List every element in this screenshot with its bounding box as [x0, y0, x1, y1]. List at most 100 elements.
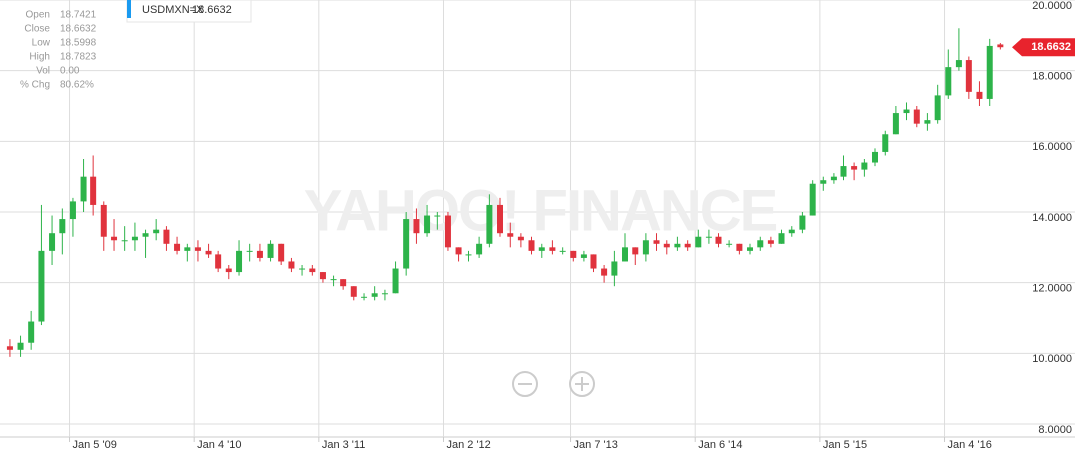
- candle-body: [403, 219, 410, 269]
- candle-body: [736, 243, 743, 251]
- candle-body: [17, 342, 24, 350]
- candle-body: [194, 247, 201, 251]
- candle-body: [986, 45, 993, 99]
- price-tag: 18.6632: [1012, 38, 1075, 57]
- candle-body: [381, 293, 388, 295]
- y-tick-label: 8.0000: [1038, 424, 1072, 436]
- x-tick-label: Jan 4 '10: [197, 439, 241, 451]
- candle-body: [830, 176, 837, 181]
- price-tag-shape: [1012, 38, 1075, 57]
- candle-body: [684, 243, 691, 248]
- candle-body: [184, 247, 191, 251]
- x-tick-label: Jan 6 '14: [698, 439, 742, 451]
- candle-body: [965, 60, 972, 92]
- candle-body: [788, 229, 795, 234]
- y-tick-label: 16.0000: [1032, 141, 1072, 153]
- candle-body: [69, 201, 76, 220]
- info-label: High: [29, 52, 50, 63]
- candle-body: [528, 240, 535, 251]
- candle-body: [549, 247, 556, 251]
- candle-body: [517, 236, 524, 241]
- info-label: % Chg: [20, 80, 50, 91]
- info-value: 18.5998: [60, 38, 97, 49]
- candle-body: [726, 243, 733, 245]
- x-tick-label: Jan 2 '12: [446, 439, 490, 451]
- candle-body: [924, 120, 931, 124]
- candle-body: [465, 254, 472, 256]
- candle-body: [632, 247, 639, 255]
- x-tick-label: Jan 5 '15: [823, 439, 867, 451]
- candle-body: [757, 240, 764, 248]
- candle-body: [100, 204, 107, 237]
- candle-body: [622, 247, 628, 262]
- candle-body: [976, 91, 983, 99]
- candle-body: [642, 240, 649, 255]
- candle-body: [674, 243, 681, 248]
- candle-body: [309, 268, 316, 273]
- candle-body: [350, 286, 357, 297]
- candle-body: [413, 219, 420, 234]
- candle-body: [236, 250, 243, 273]
- candle-body: [601, 268, 608, 276]
- candle-body: [580, 254, 587, 258]
- info-value: 0.00: [60, 66, 80, 77]
- candle-body: [163, 229, 170, 244]
- candle-body: [121, 240, 128, 242]
- candle-body: [267, 243, 274, 258]
- candle-body: [799, 215, 806, 230]
- info-label: Close: [24, 24, 50, 35]
- candle-body: [288, 261, 295, 269]
- candle-body: [715, 236, 722, 244]
- candle-body: [820, 180, 827, 184]
- candle-body: [538, 247, 545, 251]
- x-tick-label: Jan 3 '11: [322, 439, 365, 451]
- info-label: Low: [32, 38, 51, 49]
- candle-body: [663, 243, 670, 248]
- candle-body: [299, 268, 306, 270]
- candle-body: [142, 233, 149, 237]
- legend-name: USDMXN=X: [142, 4, 204, 16]
- candle-body: [882, 134, 889, 152]
- watermark: YAHOO! FINANCE: [304, 178, 777, 243]
- candle-body: [653, 240, 660, 244]
- y-tick-label: 10.0000: [1032, 353, 1072, 365]
- candle-body: [809, 183, 816, 216]
- info-value: 18.6632: [60, 24, 97, 35]
- candle-body: [892, 113, 899, 135]
- candle-body: [611, 261, 618, 276]
- candle-body: [590, 254, 597, 269]
- y-tick-label: 12.0000: [1032, 283, 1072, 295]
- candle-body: [913, 109, 920, 124]
- candle-body: [340, 279, 347, 287]
- candle-body: [225, 268, 232, 273]
- candle-body: [695, 236, 702, 248]
- candle-body: [392, 268, 399, 294]
- candle-body: [497, 204, 503, 234]
- candle-body: [955, 60, 962, 68]
- candle-body: [903, 109, 910, 114]
- candle-body: [444, 215, 451, 248]
- zoom-out-button[interactable]: [512, 371, 538, 397]
- candle-body: [934, 95, 941, 121]
- x-tick-label: Jan 7 '13: [574, 439, 618, 451]
- candle-body: [278, 243, 285, 262]
- candle-body: [507, 233, 514, 237]
- candle-body: [246, 250, 253, 252]
- zoom-in-button[interactable]: [569, 371, 595, 397]
- candle-body: [767, 240, 774, 244]
- info-value: 18.7823: [60, 52, 97, 63]
- x-tick-label: Jan 4 '16: [948, 439, 992, 451]
- info-label: Open: [26, 10, 50, 21]
- candle-body: [215, 254, 222, 269]
- x-tick-label: Jan 5 '09: [73, 439, 117, 451]
- candle-body: [153, 229, 160, 234]
- candle-body: [319, 272, 326, 280]
- candle-body: [38, 250, 45, 322]
- price-tag-label: 18.6632: [1031, 41, 1071, 53]
- candle-body: [476, 243, 483, 255]
- info-value: 80.62%: [60, 80, 94, 91]
- candle-body: [80, 176, 87, 202]
- candle-body: [840, 166, 847, 177]
